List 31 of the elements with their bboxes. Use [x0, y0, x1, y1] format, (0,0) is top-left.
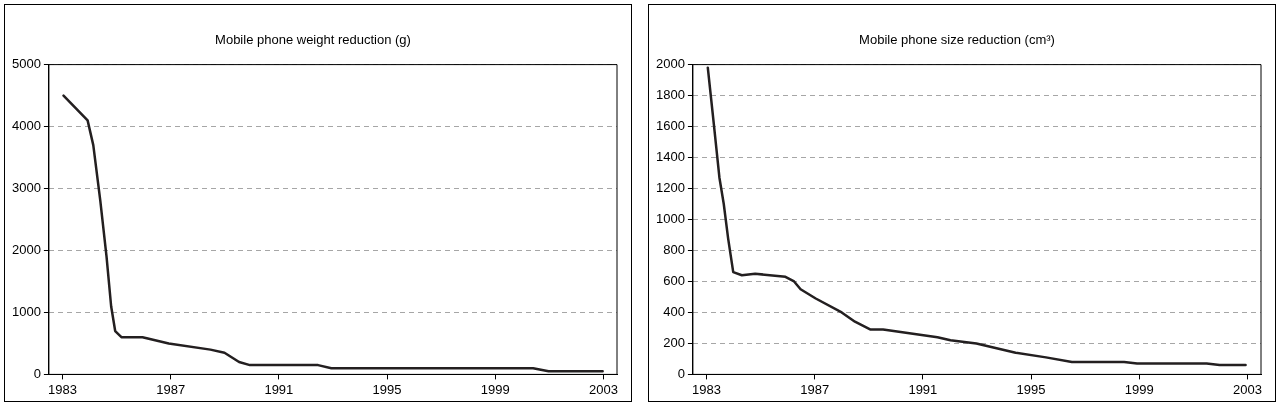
x-tick-label: 1983 — [47, 381, 77, 397]
x-tick-label: 1999 — [1124, 381, 1154, 397]
y-tick-label: 1600 — [656, 118, 685, 134]
x-tick-label: 1995 — [372, 381, 402, 397]
x-tick-label: 1983 — [691, 381, 721, 397]
y-tick-label: 2000 — [656, 56, 685, 72]
y-tick-label: 0 — [33, 365, 41, 381]
y-tick-label: 1200 — [656, 180, 685, 196]
y-tick-label: 800 — [663, 242, 685, 258]
y-tick-label: 1800 — [656, 87, 685, 103]
y-tick-label: 5000 — [12, 56, 41, 72]
chart-title: Mobile phone weight reduction (g) — [215, 32, 411, 48]
y-tick-label: 1000 — [12, 304, 41, 320]
x-tick-label: 2003 — [1233, 381, 1262, 397]
y-tick-label: 0 — [677, 365, 685, 381]
y-tick-label: 600 — [663, 273, 685, 289]
y-tick-label: 1000 — [656, 211, 685, 227]
y-tick-label: 400 — [663, 304, 685, 320]
x-tick-label: 1991 — [908, 381, 938, 397]
x-tick-label: 1995 — [1016, 381, 1046, 397]
x-tick-label: 1987 — [800, 381, 830, 397]
chart-title: Mobile phone size reduction (cm³) — [859, 32, 1055, 48]
y-tick-label: 200 — [663, 335, 685, 350]
x-tick-label: 1987 — [156, 381, 186, 397]
y-tick-label: 3000 — [12, 180, 41, 196]
x-tick-label: 1991 — [264, 381, 294, 397]
x-tick-label: 1999 — [480, 381, 510, 397]
y-tick-label: 2000 — [12, 242, 41, 258]
y-tick-label: 4000 — [12, 118, 41, 134]
x-tick-label: 2003 — [589, 381, 618, 397]
y-tick-label: 1400 — [656, 149, 685, 165]
